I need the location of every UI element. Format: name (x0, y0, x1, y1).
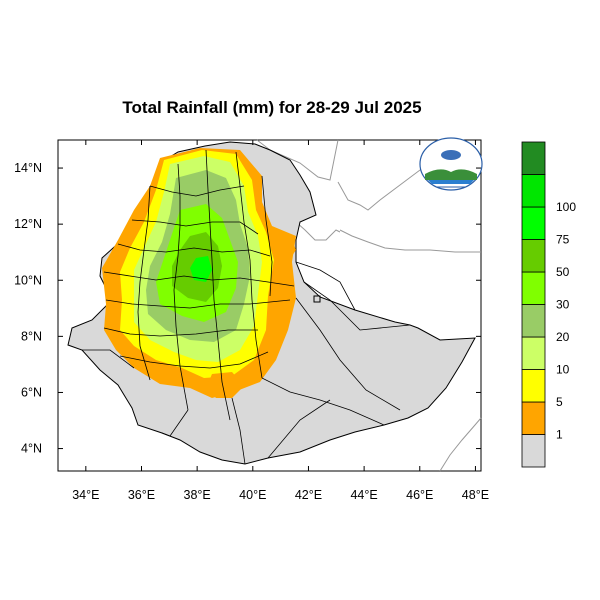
y-tick-label: 14°N (14, 161, 42, 175)
map-panel: 34°E 36°E 38°E 40°E 42°E 44°E 46°E 48°E 14°N 12°… (14, 137, 489, 502)
colorbar-swatch (521, 369, 546, 403)
colorbar-swatch (521, 174, 546, 208)
colorbar-swatch (521, 304, 546, 338)
x-tick-label: 38°E (184, 488, 211, 502)
colorbar-label: 75 (556, 233, 570, 247)
colorbar-label: 30 (556, 298, 570, 312)
colorbar-label: 20 (556, 330, 570, 344)
colorbar-label: 100 (556, 200, 576, 214)
y-axis: 14°N 12°N 10°N 8°N 6°N 4°N (14, 161, 481, 456)
colorbar-label: 10 (556, 363, 570, 377)
colorbar-swatch (521, 401, 546, 435)
x-tick-label: 34°E (72, 488, 99, 502)
colorbar-swatch (521, 336, 546, 370)
colorbar-swatch (521, 141, 546, 175)
y-tick-label: 6°N (21, 385, 42, 399)
colorbar-swatch (521, 434, 546, 468)
x-tick-label: 48°E (462, 488, 489, 502)
zone-boundaries (82, 149, 411, 465)
map-title: Total Rainfall (mm) for 28-29 Jul 2025 (122, 98, 421, 117)
y-tick-label: 10°N (14, 273, 42, 287)
colorbar-swatch (521, 271, 546, 305)
rain-zone-eastern-patch (270, 228, 296, 262)
colorbar-label: 5 (556, 395, 563, 409)
capital-marker (313, 295, 321, 303)
colorbar-swatch (521, 239, 546, 273)
y-tick-label: 8°N (21, 329, 42, 343)
y-tick-label: 12°N (14, 217, 42, 231)
colorbar-swatch (521, 206, 546, 240)
x-tick-label: 44°E (350, 488, 377, 502)
colorbar-label: 50 (556, 265, 570, 279)
x-tick-label: 42°E (295, 488, 322, 502)
rain-zone-south-patch (206, 372, 244, 398)
x-tick-label: 40°E (239, 488, 266, 502)
colorbar-label: 1 (556, 428, 563, 442)
x-axis: 34°E 36°E 38°E 40°E 42°E 44°E 46°E 48°E (72, 140, 489, 502)
rain-zone-75mm (190, 256, 212, 282)
meteorology-agency-logo (419, 137, 483, 191)
colorbar-legend: 1 5 10 20 30 50 75 100 (521, 141, 576, 468)
y-tick-label: 4°N (21, 442, 42, 456)
x-tick-label: 46°E (406, 488, 433, 502)
x-tick-label: 36°E (128, 488, 155, 502)
